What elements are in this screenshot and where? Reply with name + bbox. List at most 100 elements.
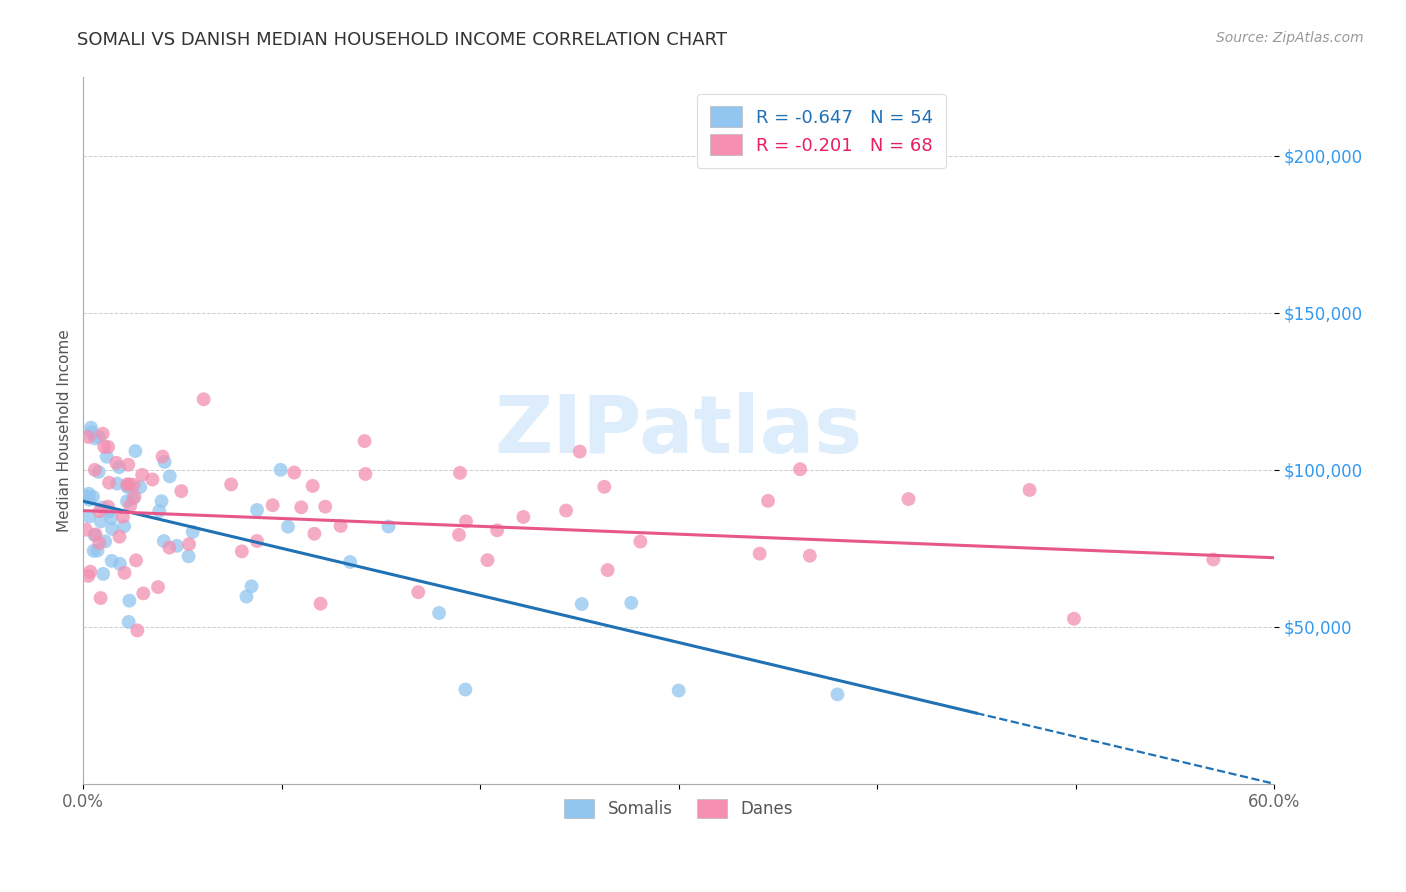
Point	[799, 549, 821, 563]
Point	[87, 465, 110, 479]
Point	[427, 606, 450, 620]
Point	[153, 455, 176, 469]
Point	[301, 479, 323, 493]
Point	[231, 544, 253, 558]
Point	[90, 515, 112, 529]
Point	[131, 467, 153, 482]
Text: ZIPatlas: ZIPatlas	[495, 392, 863, 469]
Point	[132, 586, 155, 600]
Point	[329, 519, 352, 533]
Point	[290, 500, 312, 515]
Point	[353, 434, 375, 448]
Point	[115, 477, 138, 491]
Point	[406, 585, 429, 599]
Point	[83, 528, 105, 542]
Point	[354, 467, 377, 481]
Point	[108, 530, 131, 544]
Point	[447, 528, 470, 542]
Point	[152, 450, 174, 464]
Point	[97, 500, 120, 514]
Point	[87, 430, 110, 444]
Point	[1063, 612, 1085, 626]
Legend: Somalis, Danes: Somalis, Danes	[557, 792, 800, 825]
Point	[262, 498, 284, 512]
Point	[80, 420, 103, 434]
Point	[454, 515, 477, 529]
Point	[115, 494, 138, 508]
Point	[83, 463, 105, 477]
Point	[75, 489, 97, 503]
Point	[91, 500, 114, 515]
Point	[124, 444, 146, 458]
Point	[127, 624, 149, 638]
Point	[98, 504, 121, 518]
Point	[108, 557, 131, 571]
Point	[314, 500, 336, 514]
Point	[159, 469, 181, 483]
Point	[82, 490, 104, 504]
Point	[129, 480, 152, 494]
Point	[486, 523, 509, 537]
Point	[77, 509, 100, 524]
Point	[89, 504, 111, 518]
Point	[122, 477, 145, 491]
Point	[111, 509, 134, 524]
Point	[240, 579, 263, 593]
Point	[789, 462, 811, 476]
Point	[157, 541, 180, 555]
Point	[177, 537, 200, 551]
Point	[97, 440, 120, 454]
Point	[77, 487, 100, 501]
Point	[477, 553, 499, 567]
Point	[309, 597, 332, 611]
Point	[117, 615, 139, 629]
Point	[150, 494, 173, 508]
Point	[377, 519, 399, 533]
Point	[668, 683, 690, 698]
Point	[277, 519, 299, 533]
Point	[620, 596, 643, 610]
Point	[112, 519, 135, 533]
Point	[146, 580, 169, 594]
Point	[219, 477, 242, 491]
Point	[105, 476, 128, 491]
Point	[512, 510, 534, 524]
Point	[270, 463, 292, 477]
Point	[86, 543, 108, 558]
Point	[153, 534, 176, 549]
Point	[117, 480, 139, 494]
Point	[283, 466, 305, 480]
Point	[77, 569, 100, 583]
Point	[125, 553, 148, 567]
Y-axis label: Median Household Income: Median Household Income	[58, 329, 72, 532]
Point	[105, 456, 128, 470]
Point	[593, 480, 616, 494]
Point	[108, 460, 131, 475]
Point	[100, 554, 122, 568]
Point	[246, 534, 269, 549]
Point	[571, 597, 593, 611]
Point	[170, 484, 193, 499]
Point	[177, 549, 200, 564]
Point	[94, 534, 117, 549]
Point	[897, 491, 920, 506]
Point	[91, 426, 114, 441]
Point	[124, 490, 146, 504]
Point	[100, 511, 122, 525]
Point	[89, 536, 111, 550]
Point	[193, 392, 215, 407]
Point	[80, 425, 103, 439]
Point	[118, 593, 141, 607]
Point	[568, 444, 591, 458]
Point	[84, 432, 107, 446]
Point	[79, 565, 101, 579]
Point	[596, 563, 619, 577]
Point	[339, 555, 361, 569]
Point	[246, 503, 269, 517]
Point	[748, 547, 770, 561]
Point	[122, 491, 145, 506]
Point	[628, 534, 651, 549]
Point	[79, 492, 101, 507]
Text: SOMALI VS DANISH MEDIAN HOUSEHOLD INCOME CORRELATION CHART: SOMALI VS DANISH MEDIAN HOUSEHOLD INCOME…	[77, 31, 727, 49]
Point	[1018, 483, 1040, 497]
